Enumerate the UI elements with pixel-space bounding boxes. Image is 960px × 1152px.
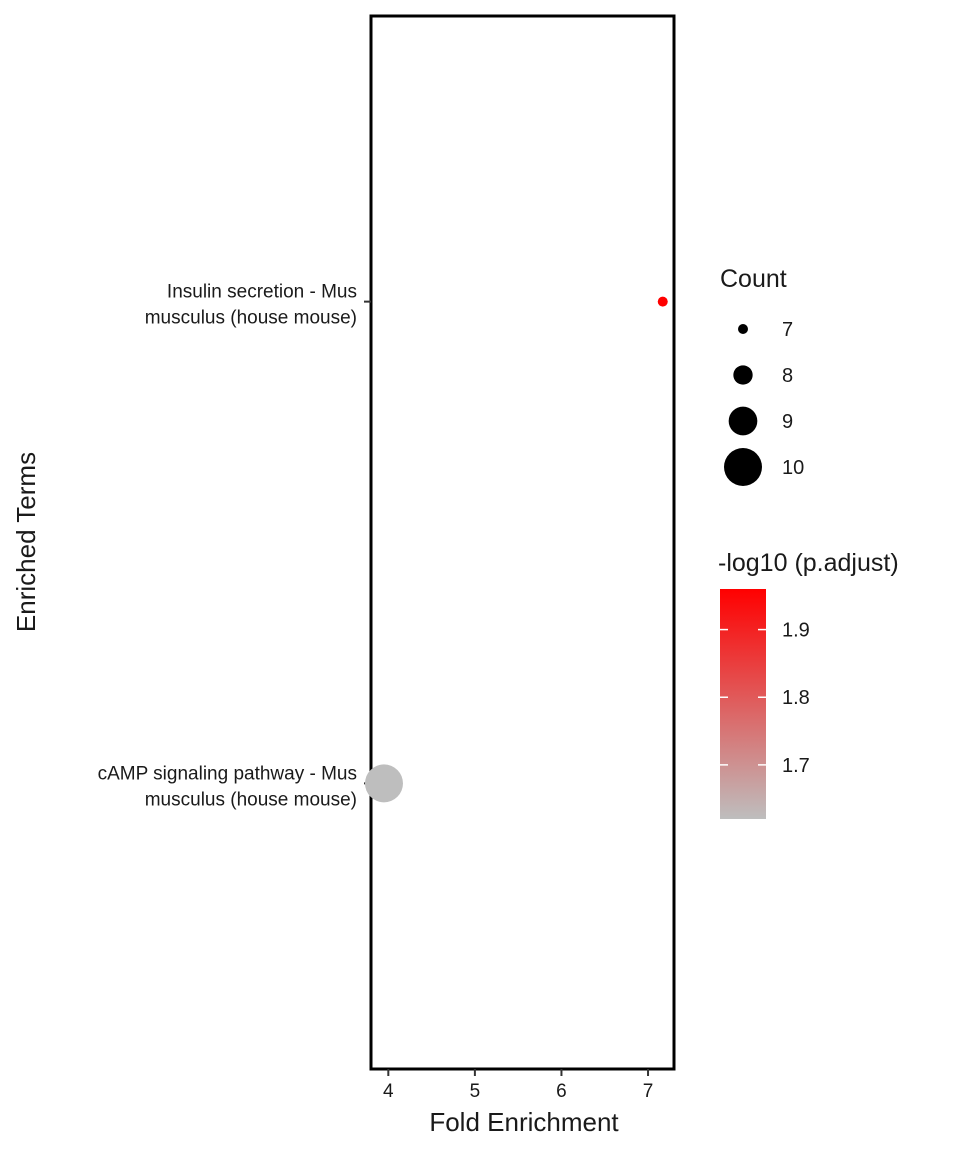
color-legend-title: -log10 (p.adjust) — [718, 549, 899, 577]
color-bar — [720, 589, 766, 819]
size-legend-title: Count — [720, 265, 787, 293]
x-tick-label: 4 — [383, 1081, 394, 1102]
size-legend-key — [724, 448, 762, 486]
size-legend-key — [738, 324, 748, 334]
size-legend-key — [728, 406, 758, 436]
size-legend-label: 8 — [782, 365, 793, 387]
x-tick-label: 7 — [643, 1081, 654, 1102]
x-axis-title: Fold Enrichment — [429, 1107, 619, 1137]
color-legend-label: 1.7 — [782, 755, 810, 777]
plot-panel — [369, 14, 676, 1071]
y-tick-label: musculus (house mouse) — [145, 308, 357, 329]
x-tick-label: 5 — [470, 1081, 481, 1102]
size-legend-label: 10 — [782, 457, 804, 479]
size-legend-key — [733, 365, 753, 385]
x-tick-label: 6 — [556, 1081, 567, 1102]
size-legend-label: 7 — [782, 319, 793, 341]
y-tick-label: cAMP signaling pathway - Mus — [98, 763, 357, 784]
data-point — [364, 764, 403, 803]
y-tick-label: musculus (house mouse) — [145, 789, 357, 810]
color-legend-label: 1.9 — [782, 620, 810, 642]
data-point — [657, 296, 668, 307]
y-tick-label: Insulin secretion - Mus — [167, 282, 357, 303]
y-axis-title: Enriched Terms — [11, 452, 41, 632]
color-legend-label: 1.8 — [782, 687, 810, 709]
size-legend-label: 9 — [782, 411, 793, 433]
